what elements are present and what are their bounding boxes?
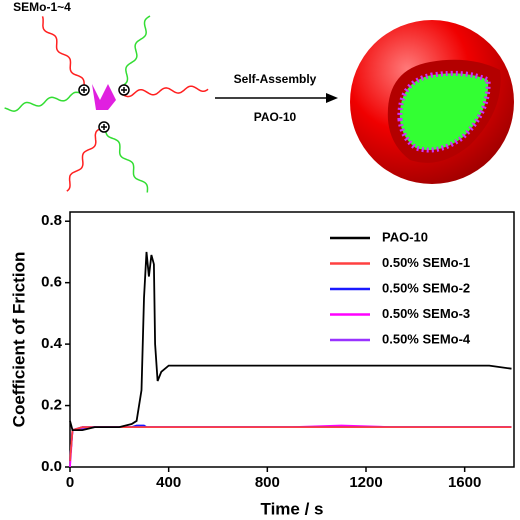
plot-frame <box>69 211 515 468</box>
x-tick-label: 400 <box>156 474 181 491</box>
molecule-core <box>92 84 116 110</box>
molecule-label: SEMo-1~4 <box>13 0 71 14</box>
charge-sign <box>101 124 107 130</box>
x-axis-label: Time / s <box>261 499 324 518</box>
legend-label: 0.50% SEMo-4 <box>382 331 471 346</box>
x-tick-label: 800 <box>255 474 280 491</box>
y-tick-label: 0.2 <box>41 397 62 414</box>
y-tick-label: 0.4 <box>41 335 63 352</box>
series-line <box>69 251 512 431</box>
charge-sign <box>121 87 127 93</box>
series-line <box>69 426 512 461</box>
y-tick-label: 0.0 <box>41 458 62 475</box>
series-line <box>69 424 512 461</box>
molecule-arm <box>66 127 103 192</box>
molecule-arm <box>4 91 83 112</box>
molecule-arm <box>121 85 209 98</box>
legend-label: 0.50% SEMo-1 <box>382 255 470 270</box>
legend-label: 0.50% SEMo-3 <box>382 306 470 321</box>
y-axis-label: Coefficient of Friction <box>9 252 28 428</box>
molecule-arm <box>121 15 151 87</box>
arrow-head <box>326 93 338 103</box>
schematic: SEMo-1~4 Self-Assembly PAO-10 <box>4 0 514 193</box>
charge-sign <box>81 87 87 93</box>
legend-label: PAO-10 <box>382 229 428 244</box>
arrow-label: Self-Assembly <box>234 72 317 86</box>
series-line <box>69 424 512 468</box>
x-tick-label: 1200 <box>349 474 382 491</box>
legend-label: 0.50% SEMo-2 <box>382 280 470 295</box>
series-line <box>69 426 512 461</box>
micelle-core <box>397 70 491 153</box>
y-tick-label: 0.8 <box>41 212 62 229</box>
x-tick-label: 1600 <box>448 474 481 491</box>
molecule-arm <box>41 16 85 87</box>
arrow-label: PAO-10 <box>254 110 297 124</box>
y-tick-label: 0.6 <box>41 274 62 291</box>
x-tick-label: 0 <box>66 474 74 491</box>
molecule-arm <box>105 127 149 193</box>
